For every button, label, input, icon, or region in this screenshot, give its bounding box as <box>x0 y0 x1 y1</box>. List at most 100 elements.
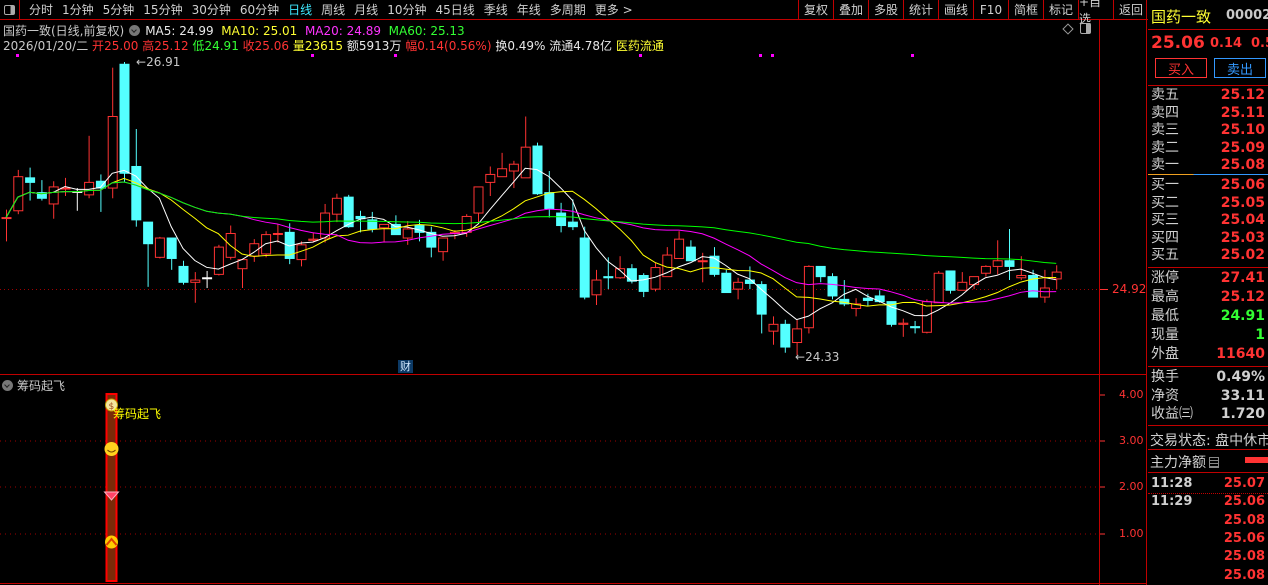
stat-row: 现量 1 <box>1151 327 1265 344</box>
period-tab[interactable]: 15分钟 <box>143 3 183 17</box>
period-tab[interactable]: 日线 <box>288 3 313 17</box>
main-net-flow[interactable]: 主力净额 <box>1150 452 1219 472</box>
candle <box>532 142 543 195</box>
pane-divider[interactable] <box>0 374 1146 375</box>
list-icon[interactable] <box>1209 456 1219 468</box>
fund-row: 净资 33.11 <box>1151 388 1265 405</box>
period-tab[interactable]: 10分钟 <box>387 3 427 17</box>
price-axis-label: 24.92 <box>1112 282 1147 296</box>
period-tab[interactable]: 多周期 <box>549 3 586 17</box>
candle <box>261 231 272 258</box>
layout-toggle-icon[interactable] <box>0 0 20 19</box>
event-marker <box>16 54 19 57</box>
max-price-marker: ←26.91 <box>136 55 181 69</box>
tick-price: 25.08 <box>1223 512 1265 528</box>
row-value: 1.720 <box>1220 406 1265 422</box>
period-tab[interactable]: 周线 <box>321 3 346 17</box>
toolbar-button[interactable]: 返回 <box>1113 0 1148 19</box>
divider <box>1148 366 1268 367</box>
period-tab[interactable]: 30分钟 <box>191 3 231 17</box>
period-tab[interactable]: 45日线 <box>435 3 475 17</box>
candle <box>827 273 838 300</box>
row-label: 涨停 <box>1151 270 1179 286</box>
buy-button[interactable]: 买入 <box>1155 58 1207 78</box>
period-tab[interactable]: 月线 <box>354 3 379 17</box>
toolbar-button[interactable]: 叠加 <box>833 0 868 19</box>
toolbar-button[interactable]: 简框 <box>1008 0 1043 19</box>
divider <box>1148 472 1268 473</box>
candle <box>921 299 932 334</box>
ask-row: 卖二 25.09 <box>1151 140 1265 157</box>
chart-title: 国药一致(日线,前复权) <box>3 24 125 38</box>
candle <box>1 209 12 242</box>
row-label: 买三 <box>1151 212 1179 229</box>
event-marker <box>771 54 774 57</box>
chart-controls <box>1062 22 1091 35</box>
tick-price: 25.08 <box>1223 567 1265 583</box>
candle <box>567 199 578 231</box>
amount-label: 额 <box>346 39 359 53</box>
row-value: 33.11 <box>1220 387 1265 404</box>
period-tab[interactable]: 更多 > <box>594 3 633 17</box>
sell-button[interactable]: 卖出 <box>1214 58 1266 78</box>
candle <box>284 223 295 265</box>
ma5-label: MA5: 24.99 <box>145 23 214 38</box>
ma10-line <box>5 177 1057 307</box>
sector-link[interactable]: 医药流通 <box>615 39 664 53</box>
period-tab[interactable]: 5分钟 <box>102 3 135 17</box>
candle <box>980 265 991 277</box>
candle <box>697 252 708 283</box>
row-label: 卖四 <box>1151 104 1179 121</box>
candle <box>237 259 248 288</box>
toolbar-button[interactable]: 复权 <box>798 0 833 19</box>
event-marker <box>639 54 642 57</box>
indicator-signal-text: 筹码起飞 <box>113 407 162 421</box>
row-label: 换手 <box>1151 369 1179 385</box>
candle <box>95 174 106 212</box>
candle <box>768 316 779 345</box>
row-value: 25.04 <box>1220 212 1265 229</box>
indicator-axis-label: 1.00 <box>1119 527 1144 540</box>
bar-info: 2026/01/20/二 开25.00 高25.12 低24.91 收25.06… <box>3 37 664 54</box>
indicator-name[interactable]: 筹码起飞 <box>17 379 66 393</box>
period-tab[interactable]: 1分钟 <box>62 3 94 17</box>
row-label: 买四 <box>1151 229 1179 246</box>
period-tab[interactable]: 年线 <box>516 3 541 17</box>
period-tab[interactable]: 60分钟 <box>239 3 280 17</box>
row-value: 0.49% <box>1216 369 1265 385</box>
period-tab[interactable]: 季线 <box>483 3 508 17</box>
toolbar-button[interactable]: 统计 <box>903 0 938 19</box>
toolbar-button[interactable]: 标记 <box>1043 0 1078 19</box>
ma60-label: MA60: 25.13 <box>388 23 465 38</box>
toolbar-button[interactable]: 画线 <box>938 0 973 19</box>
open-value: 25.00 <box>104 39 139 53</box>
row-value: 25.11 <box>1220 104 1265 121</box>
finance-badge[interactable]: 财 <box>398 360 413 373</box>
tick-price: 25.06 <box>1223 494 1265 510</box>
toolbar-button[interactable]: F10 <box>973 0 1008 19</box>
candle <box>1028 269 1039 298</box>
period-tab[interactable]: 分时 <box>29 3 54 17</box>
chevron-down-icon[interactable] <box>129 25 141 36</box>
candle <box>497 152 508 178</box>
event-marker <box>759 54 762 57</box>
row-value: 1 <box>1255 327 1265 343</box>
panel-toggle-icon[interactable] <box>1080 23 1091 34</box>
chevron-down-icon[interactable] <box>2 380 13 391</box>
indicator-bar <box>105 393 118 582</box>
row-value: 25.12 <box>1220 87 1265 103</box>
candle <box>1004 228 1015 281</box>
min-price-marker: ←24.33 <box>795 350 840 364</box>
bid-row: 买三 25.04 <box>1151 212 1265 229</box>
chart-title-bar: 国药一致(日线,前复权) MA5: 24.99 MA10: 25.01 MA20… <box>3 22 465 39</box>
candle <box>756 281 767 334</box>
panel-divider <box>1146 0 1147 585</box>
candle <box>1039 269 1050 303</box>
net-flow-bar <box>1245 457 1268 463</box>
toolbar-button[interactable]: 多股 <box>868 0 903 19</box>
candle <box>13 169 24 215</box>
period-tabs: 分时 1分钟 5分钟 15分钟 30分钟 60分钟 日线 周线 月线 10分钟 45日线 季线 年线 多周… <box>20 1 633 18</box>
candle <box>272 224 283 243</box>
candlestick-chart[interactable]: $ <box>0 0 1146 585</box>
candle <box>390 215 401 236</box>
